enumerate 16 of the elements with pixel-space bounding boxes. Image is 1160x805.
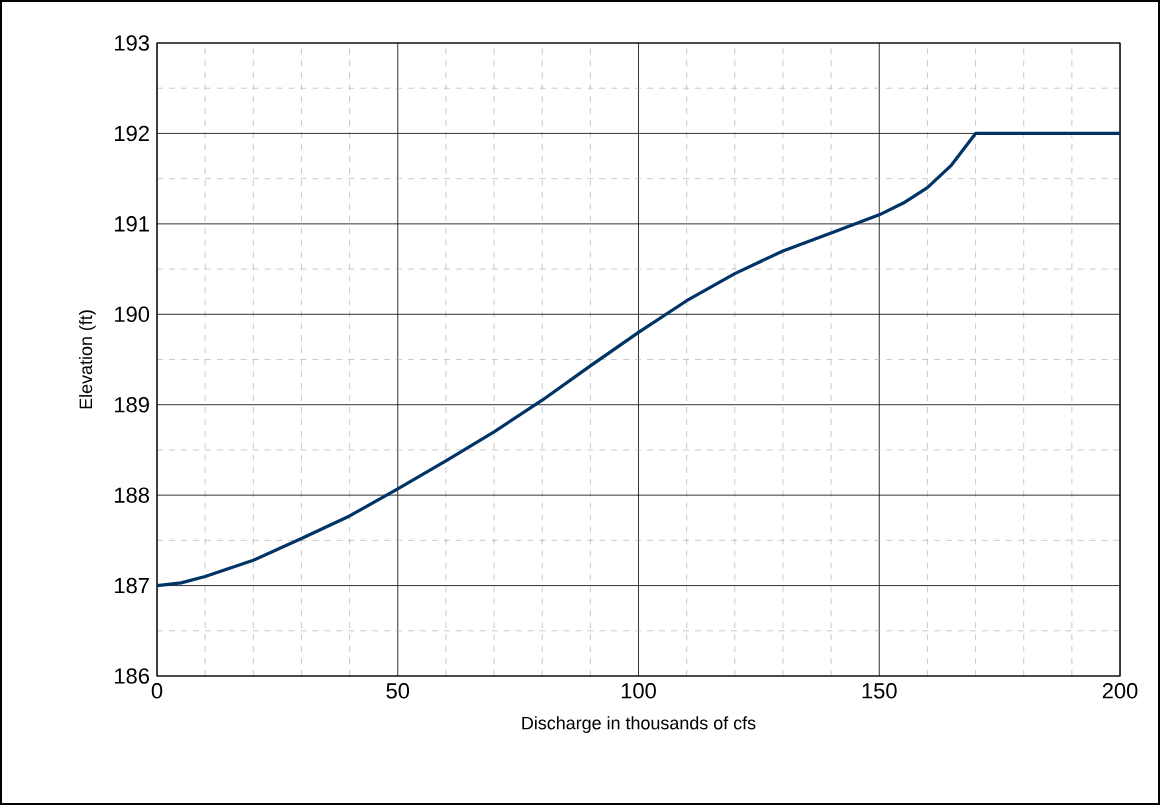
y-tick-label: 193 <box>115 35 149 51</box>
x-tick-label: 100 <box>621 683 656 699</box>
x-tick-label: 0 <box>151 683 163 699</box>
y-tick-label: 186 <box>115 668 149 684</box>
x-tick-label: 150 <box>862 683 897 699</box>
y-tick-label: 187 <box>115 577 149 594</box>
x-tick-label: 50 <box>386 683 410 699</box>
y-tick-label: 190 <box>115 306 150 323</box>
y-tick-label: 188 <box>115 487 149 503</box>
y-tick-label: 192 <box>115 125 149 142</box>
y-tick-label: 189 <box>115 396 149 413</box>
line-series <box>157 131 1121 588</box>
x-tick-label: 200 <box>1102 683 1138 699</box>
y-tick-label: 191 <box>115 216 149 232</box>
y-axis-title: Elevation (ft) <box>79 310 96 409</box>
x-axis-title: Discharge in thousands of cfs <box>522 716 756 733</box>
